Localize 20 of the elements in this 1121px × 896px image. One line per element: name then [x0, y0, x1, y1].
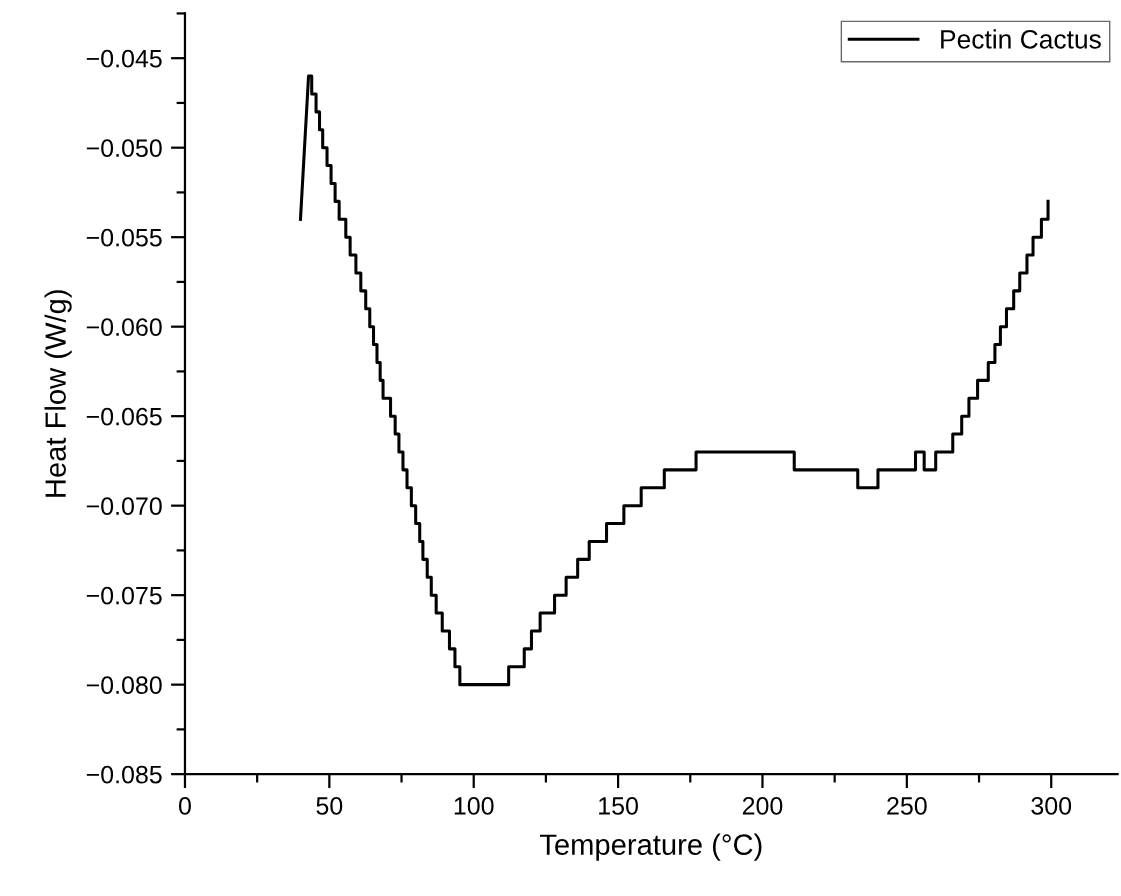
- x-tick-label: 300: [1031, 797, 1072, 815]
- x-tick-label: 150: [599, 797, 638, 815]
- x-tick-label: 100: [454, 797, 494, 815]
- x-tick-label: 0: [178, 797, 191, 815]
- y-tick-label: −0.065: [86, 407, 162, 426]
- y-tick-label: −0.045: [86, 49, 162, 68]
- legend-label: Pectin Cactus: [941, 29, 1101, 49]
- y-axis-title: Heat Flow (W/g): [44, 290, 72, 497]
- y-tick-label: −0.070: [86, 497, 162, 515]
- y-tick-label: −0.060: [86, 318, 162, 336]
- y-tick-label: −0.085: [86, 765, 162, 784]
- line-series: [298, 74, 1050, 687]
- x-axis-title: Temperature (°C): [539, 833, 762, 861]
- x-tick-label: 50: [316, 797, 343, 815]
- y-tick-label: −0.075: [86, 586, 162, 605]
- y-tick-label: −0.050: [86, 139, 162, 157]
- x-tick-label: 250: [887, 797, 927, 815]
- x-tick-label: 200: [742, 797, 783, 815]
- y-tick-label: −0.080: [86, 676, 162, 694]
- y-tick-label: −0.055: [86, 228, 162, 247]
